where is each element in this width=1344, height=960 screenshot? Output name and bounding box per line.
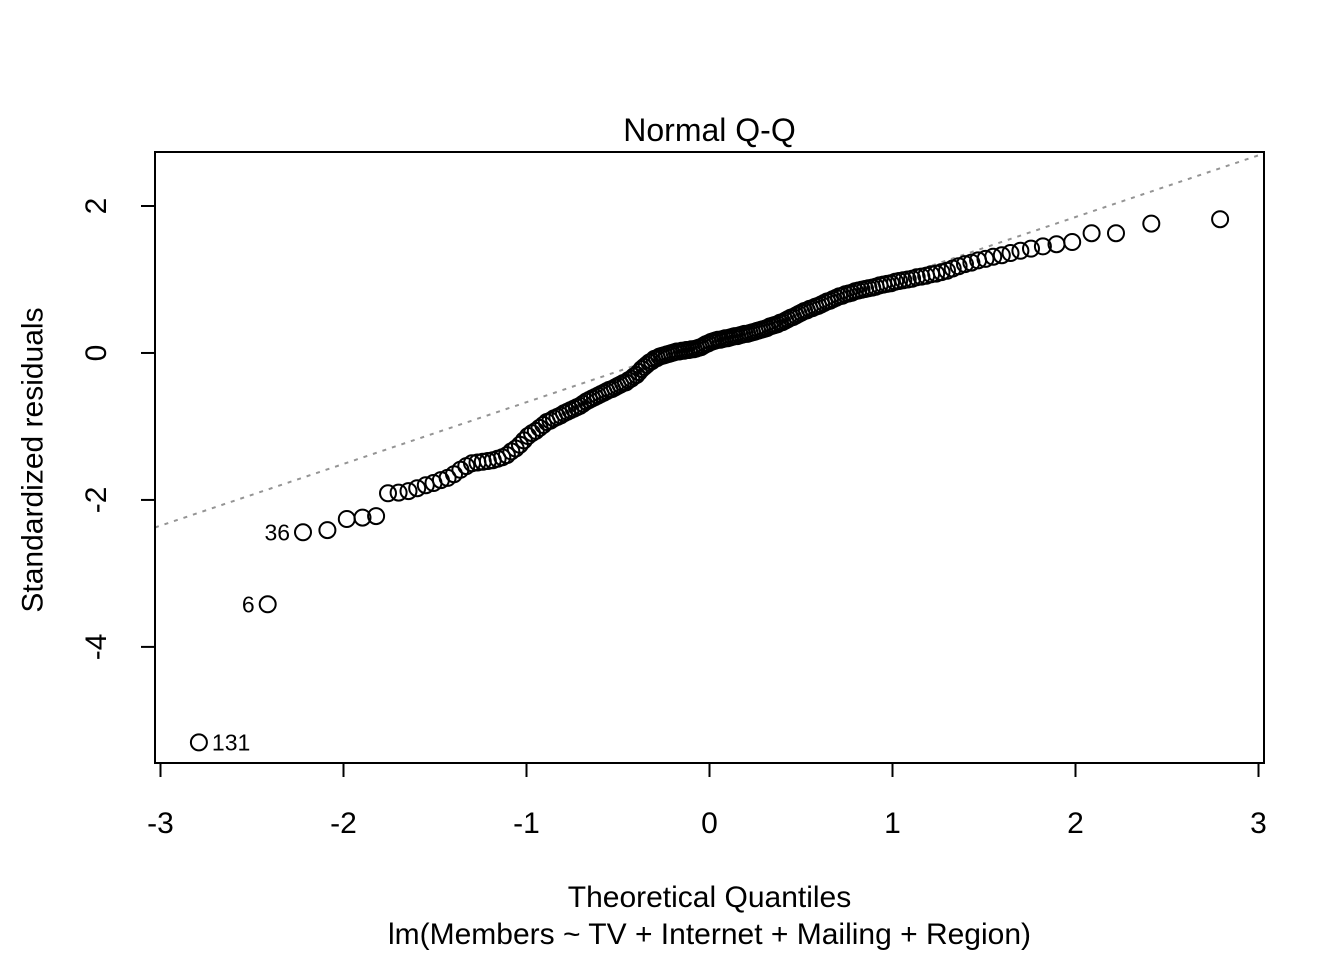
- x-tick-label: 3: [1250, 807, 1267, 840]
- qq-point: [992, 246, 1011, 265]
- qq-point: [1011, 241, 1030, 260]
- qq-point: [337, 510, 356, 528]
- qq-point: [389, 483, 408, 502]
- qq-point: [1142, 214, 1161, 233]
- outlier-label: 131: [212, 729, 250, 755]
- qq-point: [1001, 244, 1020, 262]
- x-axis-label: Theoretical Quantiles: [567, 881, 852, 914]
- qq-point: [189, 733, 208, 752]
- qq-point: [294, 523, 312, 542]
- qq-point: [1033, 237, 1052, 256]
- y-axis: 2 0 -2 -4: [80, 198, 155, 661]
- qq-point: [399, 482, 418, 501]
- qq-point: [1063, 233, 1082, 251]
- plot-frame: [154, 151, 1265, 764]
- y-tick-label: -4: [80, 634, 113, 661]
- qq-point: [258, 595, 277, 614]
- y-tick-label: -2: [80, 487, 113, 514]
- x-axis: -3 -2 -1 0 1 2 3: [147, 763, 1267, 840]
- outlier-label: 6: [242, 591, 255, 617]
- qq-point: [956, 255, 974, 274]
- x-tick-label: 0: [701, 807, 718, 840]
- y-tick-label: 2: [80, 198, 113, 215]
- qq-point: [1107, 224, 1125, 243]
- x-tick-label: -3: [147, 807, 174, 840]
- qq-point: [408, 479, 427, 498]
- qq-point: [1082, 224, 1101, 243]
- qq-point: [984, 247, 1003, 266]
- qq-point: [353, 508, 372, 527]
- x-tick-label: -1: [513, 807, 540, 840]
- qq-point: [379, 484, 397, 503]
- model-formula-label: lm(Members ~ TV + Internet + Mailing + R…: [387, 918, 1032, 951]
- y-axis-label: Standardized residuals: [16, 307, 50, 613]
- qq-point: [976, 249, 995, 268]
- qq-points: [189, 210, 1230, 752]
- qq-point: [367, 507, 386, 526]
- x-tick-label: 1: [884, 807, 901, 840]
- qq-point: [1022, 239, 1040, 258]
- qq-point: [1211, 210, 1230, 229]
- outlier-label: 36: [264, 519, 290, 545]
- y-tick-label: 0: [80, 345, 113, 362]
- outlier-labels: 131 6 36: [212, 519, 290, 755]
- x-tick-label: 2: [1067, 807, 1084, 840]
- qq-point: [318, 521, 337, 540]
- plot-title: Normal Q-Q: [623, 112, 796, 148]
- x-tick-label: -2: [330, 807, 357, 840]
